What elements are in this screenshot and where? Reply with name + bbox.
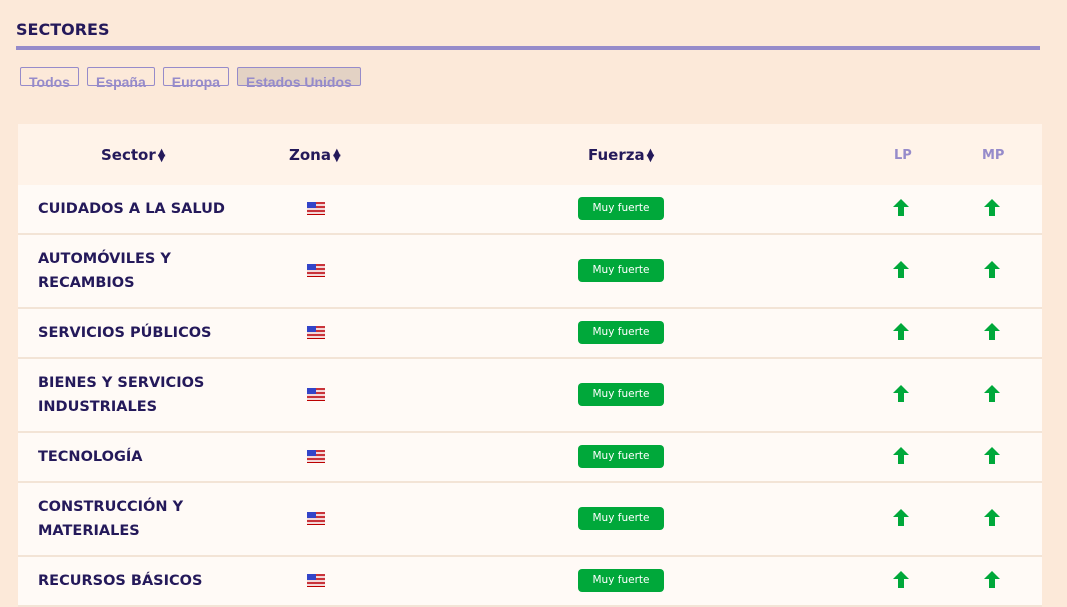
lp-arrow-up-icon	[893, 385, 909, 407]
mp-arrow-up-icon	[984, 199, 1000, 221]
header-sector: Sector	[101, 146, 156, 164]
filter-estados-unidos[interactable]: Estados Unidos	[237, 67, 361, 90]
us-flag-icon	[307, 450, 325, 463]
page-title: SECTORES	[16, 20, 110, 39]
lp-arrow-up-icon	[893, 199, 909, 221]
header-lp: LP	[894, 148, 912, 163]
filter-espana[interactable]: España	[86, 67, 155, 90]
filter-europa[interactable]: Europa	[162, 67, 230, 90]
sector-name[interactable]: TECNOLOGÍA	[38, 449, 143, 465]
table-row[interactable]: TECNOLOGÍA Muy fuerte	[18, 433, 1042, 483]
header-fuerza: Fuerza	[588, 146, 645, 164]
us-flag-icon	[307, 512, 325, 525]
sort-icon: ▲ ▼	[157, 146, 166, 164]
us-flag-icon	[307, 202, 325, 215]
lp-arrow-up-icon	[893, 571, 909, 593]
mp-arrow-up-icon	[984, 447, 1000, 469]
filter-todos[interactable]: Todos	[20, 67, 79, 90]
us-flag-icon	[307, 326, 325, 339]
table-row[interactable]: BIENES Y SERVICIOS INDUSTRIALES Muy fuer…	[18, 359, 1042, 433]
strength-badge: Muy fuerte	[578, 507, 664, 530]
header-zona: Zona	[289, 146, 331, 164]
zone-filters: Todos España Europa Estados Unidos	[20, 67, 361, 90]
sector-name[interactable]: SERVICIOS PÚBLICOS	[38, 325, 212, 341]
strength-badge: Muy fuerte	[578, 197, 664, 220]
table-row[interactable]: AUTOMÓVILES Y RECAMBIOS Muy fuerte	[18, 235, 1042, 309]
title-divider	[16, 46, 1040, 50]
us-flag-icon	[307, 388, 325, 401]
sector-name[interactable]: CONSTRUCCIÓN Y MATERIALES	[38, 499, 184, 539]
mp-arrow-up-icon	[984, 323, 1000, 345]
lp-arrow-up-icon	[893, 323, 909, 345]
strength-badge: Muy fuerte	[578, 569, 664, 592]
mp-arrow-up-icon	[984, 261, 1000, 283]
lp-arrow-up-icon	[893, 261, 909, 283]
mp-arrow-up-icon	[984, 509, 1000, 531]
table-row[interactable]: SERVICIOS PÚBLICOS Muy fuerte	[18, 309, 1042, 359]
mp-arrow-up-icon	[984, 571, 1000, 593]
sort-zona[interactable]: Zona ▲ ▼	[289, 146, 341, 164]
sort-icon: ▲ ▼	[646, 146, 655, 164]
lp-arrow-up-icon	[893, 447, 909, 469]
sort-fuerza[interactable]: Fuerza ▲ ▼	[588, 146, 654, 164]
strength-badge: Muy fuerte	[578, 321, 664, 344]
sector-name[interactable]: RECURSOS BÁSICOS	[38, 573, 203, 589]
sector-name[interactable]: BIENES Y SERVICIOS INDUSTRIALES	[38, 375, 205, 415]
mp-arrow-up-icon	[984, 385, 1000, 407]
sector-name[interactable]: AUTOMÓVILES Y RECAMBIOS	[38, 251, 171, 291]
strength-badge: Muy fuerte	[578, 259, 664, 282]
strength-badge: Muy fuerte	[578, 383, 664, 406]
table-header: Sector ▲ ▼ Zona ▲ ▼ Fuerza ▲ ▼ LP MP	[18, 124, 1042, 185]
us-flag-icon	[307, 264, 325, 277]
header-mp: MP	[982, 148, 1005, 163]
sector-name[interactable]: CUIDADOS A LA SALUD	[38, 201, 225, 217]
sort-icon: ▲ ▼	[332, 146, 341, 164]
sectors-table: Sector ▲ ▼ Zona ▲ ▼ Fuerza ▲ ▼ LP MP CUIDADOS …	[18, 124, 1042, 607]
strength-badge: Muy fuerte	[578, 445, 664, 468]
us-flag-icon	[307, 574, 325, 587]
table-row[interactable]: RECURSOS BÁSICOS Muy fuerte	[18, 557, 1042, 607]
table-row[interactable]: CONSTRUCCIÓN Y MATERIALES Muy fuerte	[18, 483, 1042, 557]
sort-sector[interactable]: Sector ▲ ▼	[101, 146, 165, 164]
table-row[interactable]: CUIDADOS A LA SALUD Muy fuerte	[18, 185, 1042, 235]
lp-arrow-up-icon	[893, 509, 909, 531]
